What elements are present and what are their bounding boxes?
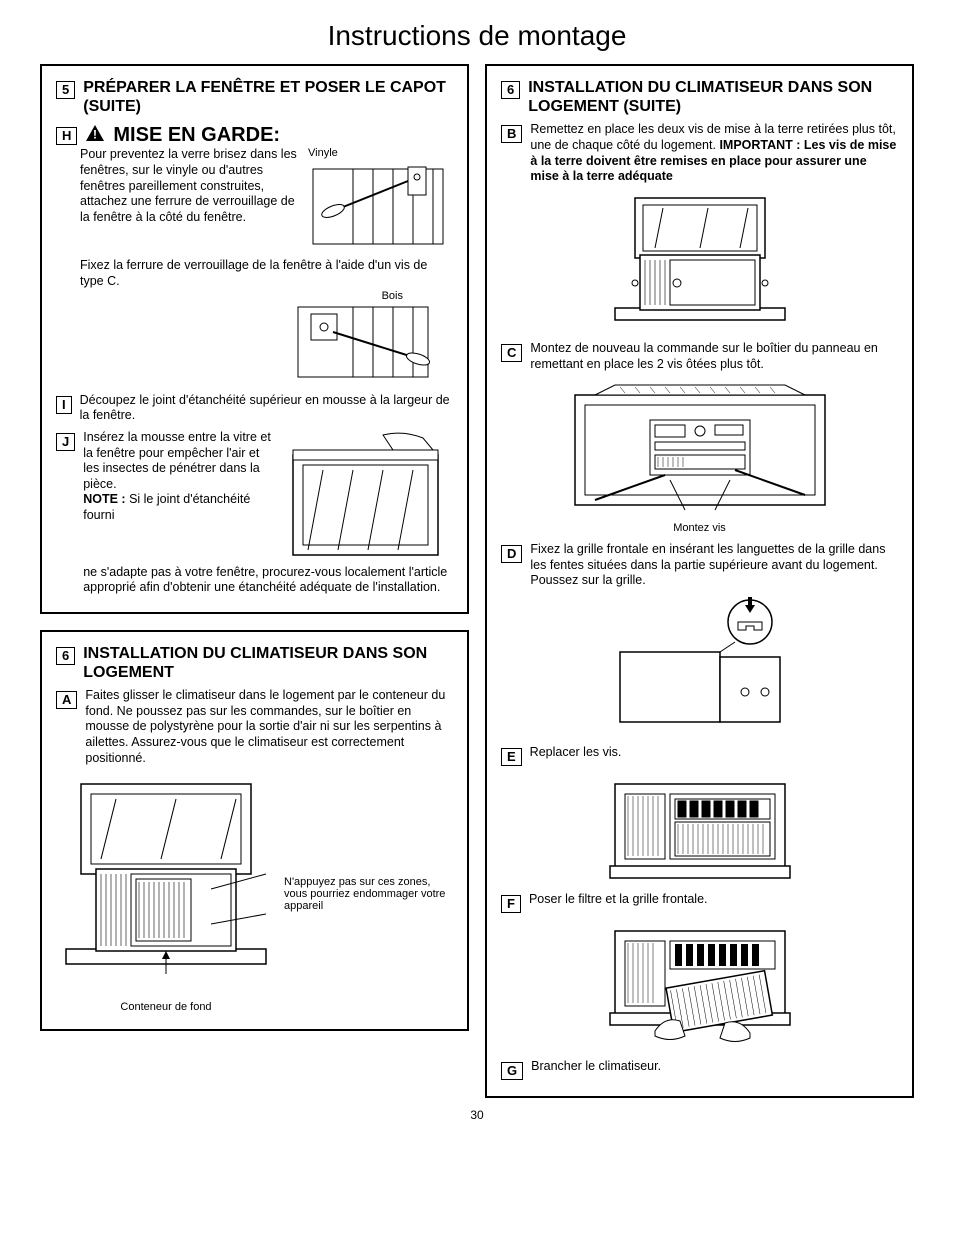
section-5-panel: 5 PRÉPARER LA FENÊTRE ET POSER LE CAPOT … <box>40 64 469 614</box>
figure-control-panel: Montez vis <box>501 380 898 534</box>
section-6b-panel: 6 INSTALLATION DU CLIMATISEUR DANS SON L… <box>485 64 914 1098</box>
important-label: IMPORTANT : <box>719 138 803 152</box>
warning-title: MISE EN GARDE: <box>113 124 280 147</box>
step-h-text2: Fixez la ferrure de verrouillage de la f… <box>80 258 453 289</box>
figure-replace-screws <box>501 774 898 884</box>
figure-grille-tabs <box>501 597 898 737</box>
section-6b-header: 6 INSTALLATION DU CLIMATISEUR DANS SON L… <box>501 78 898 116</box>
figure-caption: Montez vis <box>673 522 726 534</box>
warning-icon: ! <box>85 124 105 147</box>
step-letter-box: H <box>56 127 77 145</box>
step-c: C Montez de nouveau la commande sur le b… <box>501 341 898 372</box>
step-j-body: Insérez la mousse entre la vitre et la f… <box>83 430 453 596</box>
section-title: INSTALLATION DU CLIMATISEUR DANS SON LOG… <box>528 78 898 116</box>
note-label: NOTE : <box>83 492 125 506</box>
left-column: 5 PRÉPARER LA FENÊTRE ET POSER LE CAPOT … <box>40 64 469 1098</box>
step-letter-box: F <box>501 895 521 913</box>
step-c-text: Montez de nouveau la commande sur le boî… <box>530 341 898 372</box>
figure-caption-bottom: Conteneur de fond <box>56 1001 276 1013</box>
section-title: PRÉPARER LA FENÊTRE ET POSER LE CAPOT (S… <box>83 78 453 116</box>
step-i: I Découpez le joint d'étanchéité supérie… <box>56 393 453 424</box>
step-b: B Remettez en place les deux vis de mise… <box>501 122 898 185</box>
step-i-text: Découpez le joint d'étanchéité supérieur… <box>80 393 453 424</box>
step-letter-box: A <box>56 691 77 709</box>
section-5-header: 5 PRÉPARER LA FENÊTRE ET POSER LE CAPOT … <box>56 78 453 116</box>
step-letter-box: D <box>501 545 522 563</box>
step-letter-box: J <box>56 433 75 451</box>
content-columns: 5 PRÉPARER LA FENÊTRE ET POSER LE CAPOT … <box>40 64 914 1098</box>
figure-wood: Bois <box>56 290 453 387</box>
step-number-box: 6 <box>501 81 520 99</box>
step-letter-box: B <box>501 125 522 143</box>
step-f-text: Poser le filtre et la grille frontale. <box>529 892 898 908</box>
step-h-header: H ! MISE EN GARDE: <box>56 124 453 147</box>
step-number-box: 6 <box>56 647 75 665</box>
step-number-box: 5 <box>56 81 75 99</box>
step-a: A Faites glisser le climatiseur dans le … <box>56 688 453 766</box>
step-letter-box: C <box>501 344 522 362</box>
page-number: 30 <box>40 1108 914 1122</box>
section-title: INSTALLATION DU CLIMATISEUR DANS SON LOG… <box>83 644 453 682</box>
note-text-rest: ne s'adapte pas à votre fenêtre, procure… <box>83 565 447 595</box>
step-e: E Replacer les vis. <box>501 745 898 766</box>
step-h-text1: Pour preventez la verre brisez dans les … <box>80 147 300 225</box>
step-d: D Fixez la grille frontale en insérant l… <box>501 542 898 589</box>
step-g: G Brancher le climatiseur. <box>501 1059 898 1080</box>
wood-label: Bois <box>293 290 433 302</box>
vinyl-label: Vinyle <box>308 147 453 159</box>
step-letter-box: E <box>501 748 522 766</box>
figure-slide-unit: Conteneur de fond N'appuyez pas sur ces … <box>56 774 453 1013</box>
step-j: J Insérez la mousse entre la vitre et la… <box>56 430 453 596</box>
figure-callout: N'appuyez pas sur ces zones, vous pourri… <box>284 876 453 912</box>
step-g-text: Brancher le climatiseur. <box>531 1059 898 1075</box>
figure-filter-grille <box>501 921 898 1051</box>
figure-vinyl: Vinyle <box>308 147 453 254</box>
section-6a-header: 6 INSTALLATION DU CLIMATISEUR DANS SON L… <box>56 644 453 682</box>
step-letter-box: I <box>56 396 72 414</box>
step-j-text1: Insérez la mousse entre la vitre et la f… <box>83 430 271 491</box>
figure-ground-screws <box>501 193 898 333</box>
step-d-text: Fixez la grille frontale en insérant les… <box>530 542 898 589</box>
step-f: F Poser le filtre et la grille frontale. <box>501 892 898 913</box>
step-a-text: Faites glisser le climatiseur dans le lo… <box>85 688 453 766</box>
step-b-text: Remettez en place les deux vis de mise à… <box>530 122 898 185</box>
figure-foam-insert <box>283 430 453 565</box>
step-letter-box: G <box>501 1062 523 1080</box>
step-e-text: Replacer les vis. <box>530 745 898 761</box>
right-column: 6 INSTALLATION DU CLIMATISEUR DANS SON L… <box>485 64 914 1098</box>
section-6a-panel: 6 INSTALLATION DU CLIMATISEUR DANS SON L… <box>40 630 469 1032</box>
step-h-body: Pour preventez la verre brisez dans les … <box>80 147 453 254</box>
svg-text:!: ! <box>93 128 97 142</box>
page-title: Instructions de montage <box>40 20 914 52</box>
